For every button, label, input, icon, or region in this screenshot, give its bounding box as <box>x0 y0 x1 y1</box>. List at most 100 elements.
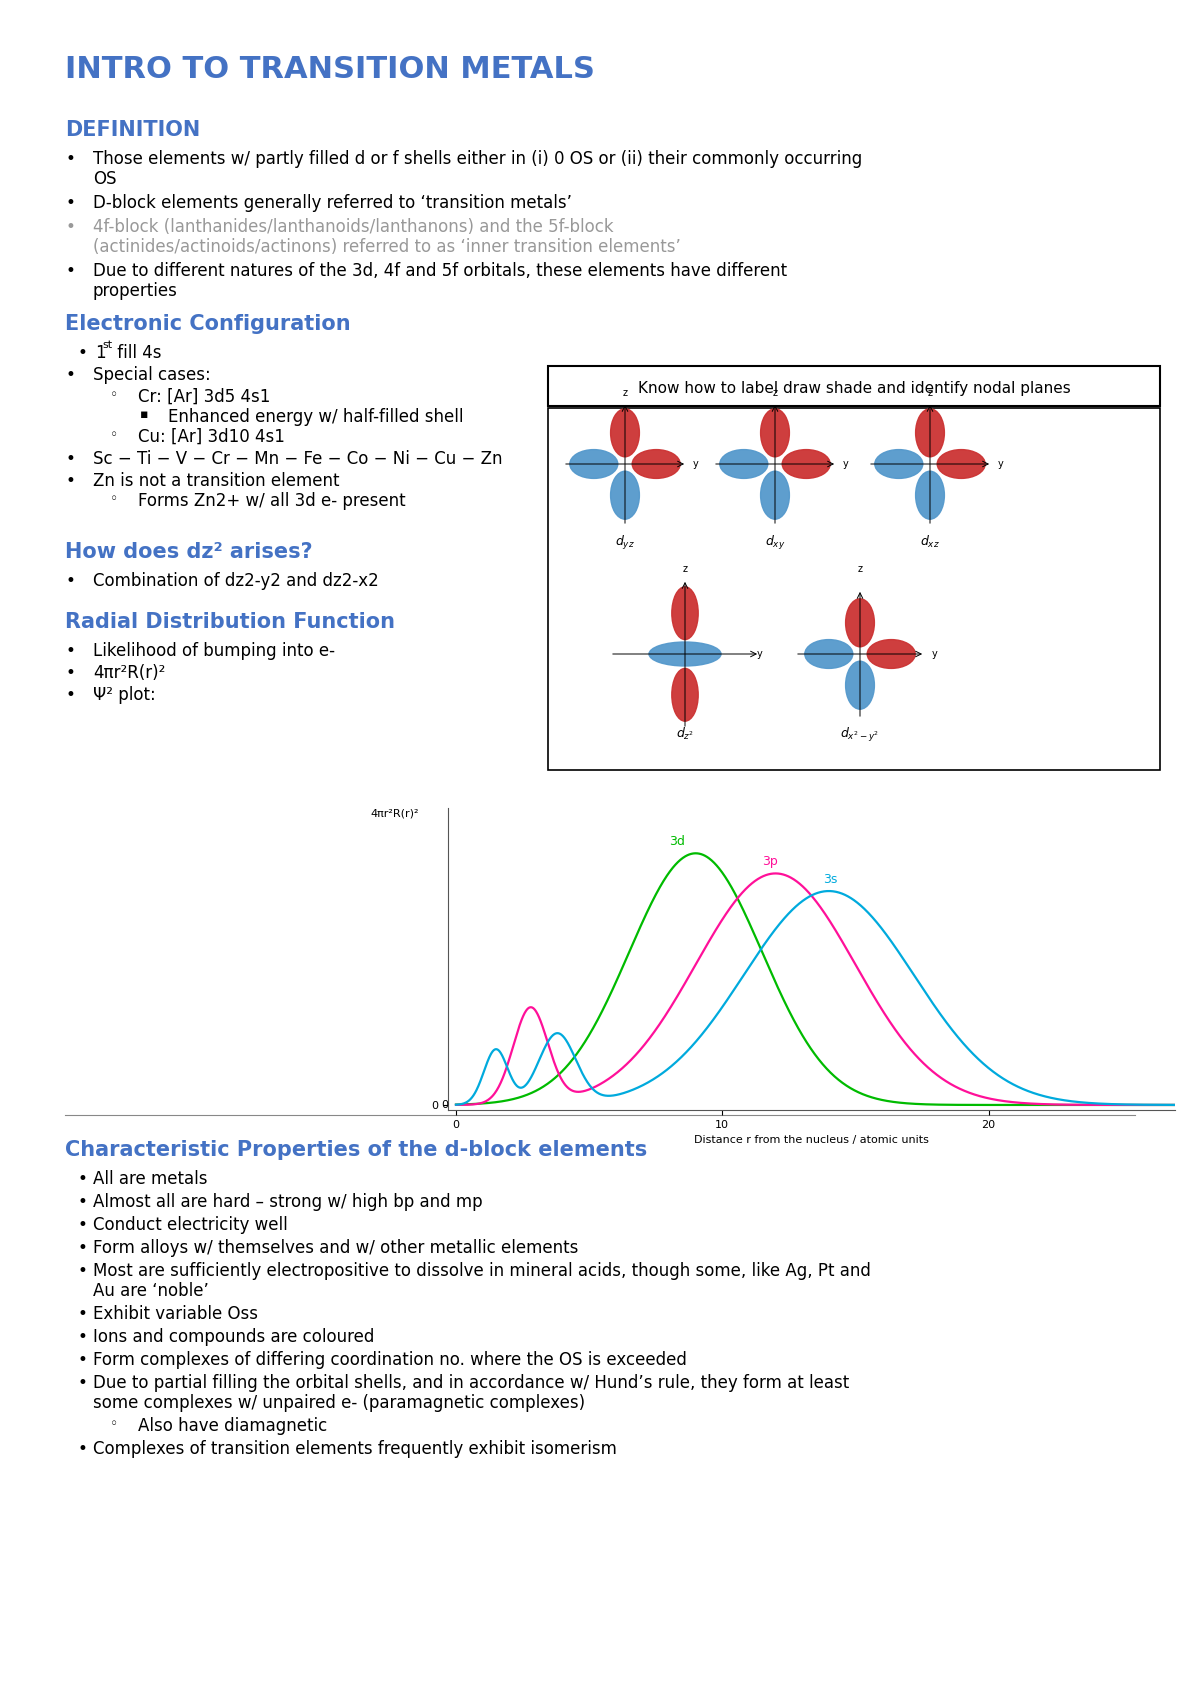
Ellipse shape <box>720 450 768 479</box>
Text: D-block elements generally referred to ‘transition metals’: D-block elements generally referred to ‘… <box>94 194 572 212</box>
Text: •: • <box>65 450 74 469</box>
Text: ▪: ▪ <box>140 408 149 421</box>
Text: Ions and compounds are coloured: Ions and compounds are coloured <box>94 1328 374 1347</box>
Text: ◦: ◦ <box>110 492 118 506</box>
Text: 3d: 3d <box>670 835 685 849</box>
Text: ◦: ◦ <box>110 428 118 441</box>
Text: z: z <box>858 564 863 574</box>
Text: Cu: [Ar] 3d10 4s1: Cu: [Ar] 3d10 4s1 <box>138 428 284 447</box>
Text: •: • <box>77 1240 86 1257</box>
Text: Electronic Configuration: Electronic Configuration <box>65 314 350 335</box>
FancyBboxPatch shape <box>548 367 1160 406</box>
Text: Forms Zn2+ w/ all 3d e- present: Forms Zn2+ w/ all 3d e- present <box>138 492 406 509</box>
Text: y: y <box>757 649 763 659</box>
Text: Form alloys w/ themselves and w/ other metallic elements: Form alloys w/ themselves and w/ other m… <box>94 1240 578 1257</box>
Ellipse shape <box>937 450 985 479</box>
Text: 4f-block (lanthanides/lanthanoids/lanthanons) and the 5f-block: 4f-block (lanthanides/lanthanoids/lantha… <box>94 217 613 236</box>
Text: •: • <box>65 686 74 705</box>
Ellipse shape <box>761 472 790 520</box>
Text: ◦: ◦ <box>110 389 118 402</box>
Ellipse shape <box>916 472 944 520</box>
Text: 3s: 3s <box>823 873 838 886</box>
Text: 4πr²R(r)²: 4πr²R(r)² <box>94 664 166 683</box>
Text: z: z <box>928 389 932 397</box>
Text: •: • <box>77 345 86 362</box>
Text: •: • <box>77 1216 86 1234</box>
Text: fill 4s: fill 4s <box>112 345 162 362</box>
Ellipse shape <box>875 450 923 479</box>
Text: Almost all are hard – strong w/ high bp and mp: Almost all are hard – strong w/ high bp … <box>94 1194 482 1211</box>
Text: some complexes w/ unpaired e- (paramagnetic complexes): some complexes w/ unpaired e- (paramagne… <box>94 1394 586 1413</box>
Text: How does dz² arises?: How does dz² arises? <box>65 542 313 562</box>
Ellipse shape <box>805 640 853 669</box>
Text: $d_{x^2-y^2}$: $d_{x^2-y^2}$ <box>840 727 880 744</box>
Ellipse shape <box>846 661 875 710</box>
Text: (actinides/actinoids/actinons) referred to as ‘inner transition elements’: (actinides/actinoids/actinons) referred … <box>94 238 680 256</box>
Ellipse shape <box>649 642 721 666</box>
Text: •: • <box>77 1374 86 1392</box>
Ellipse shape <box>672 669 698 722</box>
Text: •: • <box>77 1328 86 1347</box>
Ellipse shape <box>761 409 790 457</box>
Text: •: • <box>77 1306 86 1323</box>
Ellipse shape <box>611 409 640 457</box>
Text: Conduct electricity well: Conduct electricity well <box>94 1216 288 1234</box>
Text: Exhibit variable Oss: Exhibit variable Oss <box>94 1306 258 1323</box>
Text: Those elements w/ partly filled d or f shells either in (i) 0 OS or (ii) their c: Those elements w/ partly filled d or f s… <box>94 149 863 168</box>
FancyBboxPatch shape <box>548 408 1160 769</box>
Text: Combination of dz2-y2 and dz2-x2: Combination of dz2-y2 and dz2-x2 <box>94 572 379 589</box>
Ellipse shape <box>632 450 680 479</box>
Ellipse shape <box>868 640 916 669</box>
Text: •: • <box>77 1170 86 1189</box>
Text: $d_{z^2}$: $d_{z^2}$ <box>676 727 694 742</box>
Text: Likelihood of bumping into e-: Likelihood of bumping into e- <box>94 642 335 661</box>
Text: INTRO TO TRANSITION METALS: INTRO TO TRANSITION METALS <box>65 54 595 83</box>
Text: z: z <box>773 389 778 397</box>
Text: properties: properties <box>94 282 178 301</box>
Text: Know how to label draw shade and identify nodal planes: Know how to label draw shade and identif… <box>637 380 1070 396</box>
Text: Enhanced energy w/ half-filled shell: Enhanced energy w/ half-filled shell <box>168 408 463 426</box>
Text: Due to partial filling the orbital shells, and in accordance w/ Hund’s rule, the: Due to partial filling the orbital shell… <box>94 1374 850 1392</box>
Text: $d_{xy}$: $d_{xy}$ <box>764 533 785 552</box>
Text: Most are sufficiently electropositive to dissolve in mineral acids, though some,: Most are sufficiently electropositive to… <box>94 1262 871 1280</box>
Text: Characteristic Properties of the d-block elements: Characteristic Properties of the d-block… <box>65 1139 647 1160</box>
Text: •: • <box>65 261 74 280</box>
Text: •: • <box>65 194 74 212</box>
Text: •: • <box>65 472 74 491</box>
Ellipse shape <box>570 450 618 479</box>
Text: •: • <box>77 1262 86 1280</box>
Text: 0: 0 <box>442 1100 448 1110</box>
Text: Form complexes of differing coordination no. where the OS is exceeded: Form complexes of differing coordination… <box>94 1352 686 1369</box>
Ellipse shape <box>846 599 875 647</box>
Ellipse shape <box>611 472 640 520</box>
Text: DEFINITION: DEFINITION <box>65 121 200 139</box>
Text: •: • <box>65 642 74 661</box>
Text: Cr: [Ar] 3d5 4s1: Cr: [Ar] 3d5 4s1 <box>138 389 270 406</box>
Text: Special cases:: Special cases: <box>94 367 211 384</box>
Text: Au are ‘noble’: Au are ‘noble’ <box>94 1282 209 1301</box>
Text: z: z <box>683 564 688 574</box>
Text: •: • <box>65 664 74 683</box>
Text: •: • <box>65 149 74 168</box>
X-axis label: Distance r from the nucleus / atomic units: Distance r from the nucleus / atomic uni… <box>694 1136 929 1144</box>
Text: •: • <box>77 1440 86 1459</box>
Text: Zn is not a transition element: Zn is not a transition element <box>94 472 340 491</box>
Text: 1: 1 <box>95 345 106 362</box>
Text: •: • <box>65 367 74 384</box>
Text: 3p: 3p <box>762 856 778 868</box>
Text: ◦: ◦ <box>110 1418 118 1431</box>
Ellipse shape <box>916 409 944 457</box>
Text: Also have diamagnetic: Also have diamagnetic <box>138 1418 328 1435</box>
Text: st: st <box>102 340 112 350</box>
Text: Due to different natures of the 3d, 4f and 5f orbitals, these elements have diff: Due to different natures of the 3d, 4f a… <box>94 261 787 280</box>
Ellipse shape <box>672 588 698 640</box>
Text: All are metals: All are metals <box>94 1170 208 1189</box>
Text: •: • <box>77 1352 86 1369</box>
Text: y: y <box>694 458 698 469</box>
Text: Sc − Ti − V − Cr − Mn − Fe − Co − Ni − Cu − Zn: Sc − Ti − V − Cr − Mn − Fe − Co − Ni − C… <box>94 450 503 469</box>
Text: $d_{xz}$: $d_{xz}$ <box>920 533 940 550</box>
Text: y: y <box>842 458 848 469</box>
Text: z: z <box>623 389 628 397</box>
Text: •: • <box>65 217 74 236</box>
Text: •: • <box>65 572 74 589</box>
